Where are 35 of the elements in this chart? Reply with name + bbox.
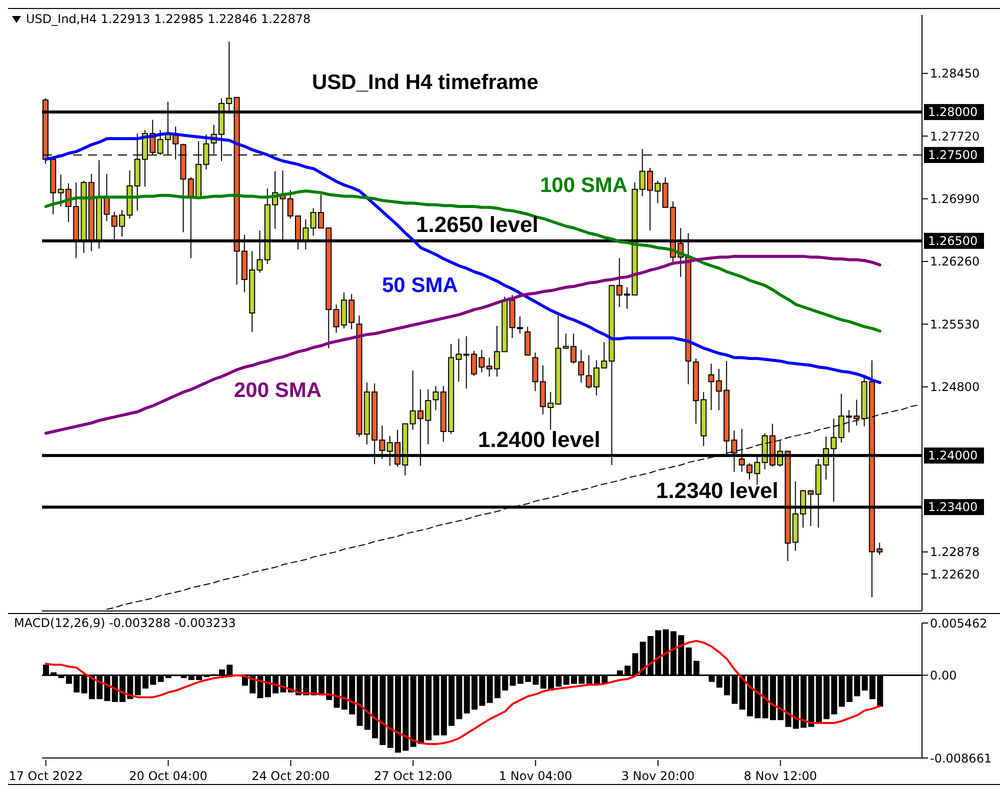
annotation: 1.2340 level <box>656 478 778 504</box>
series-label: 100 SMA <box>540 174 628 198</box>
ref-line-label: 1.27500 <box>928 148 978 162</box>
y-tick-label: 1.26990 <box>930 192 980 206</box>
ref-line-label: 1.26500 <box>928 234 978 248</box>
x-tick-label: 27 Oct 12:00 <box>374 769 452 783</box>
chart-title: MACD(12,26,9) -0.003288 -0.003233 <box>14 616 236 630</box>
y-tick-label: 0.005462 <box>930 616 988 630</box>
y-tick-label: 1.28450 <box>930 66 980 81</box>
chart-subtitle: USD_Ind,H4 1.22913 1.22985 1.22846 1.22878 <box>26 12 311 26</box>
ref-line-label: 1.28000 <box>928 105 978 120</box>
candlestick <box>524 326 531 356</box>
annotation: 1.2400 level <box>478 426 600 453</box>
y-tick-label: 1.26260 <box>930 254 980 269</box>
x-tick-label: 8 Nov 12:00 <box>744 769 818 783</box>
y-tick-label: 0.00 <box>930 668 957 682</box>
line-series <box>44 640 881 746</box>
x-tick-label: 17 Oct 2022 <box>8 769 83 783</box>
candlestick <box>708 363 714 411</box>
y-tick-label: -0.008661 <box>930 751 992 766</box>
x-tick-label: 1 Nov 04:00 <box>498 769 572 783</box>
series-label: 50 SMA <box>382 274 458 298</box>
ref-line-label: 1.24000 <box>928 448 978 463</box>
x-tick-label: 3 Nov 20:00 <box>621 769 695 783</box>
y-tick-label: 1.25530 <box>930 317 980 332</box>
series-label: 200 SMA <box>234 379 322 403</box>
x-tick-label: 24 Oct 20:00 <box>252 769 330 783</box>
x-tick-label: 20 Oct 04:00 <box>129 769 208 783</box>
y-tick-label: 1.22620 <box>930 567 980 582</box>
annotation: 1.2650 level <box>416 212 538 238</box>
y-tick-label: 1.24800 <box>930 380 980 394</box>
text: USD_Ind H4 timeframe <box>312 71 538 95</box>
ref-line-label: 1.23400 <box>928 500 978 514</box>
y-tick-label: 1.22878 <box>930 545 980 560</box>
y-tick-label: 1.27720 <box>930 129 980 144</box>
